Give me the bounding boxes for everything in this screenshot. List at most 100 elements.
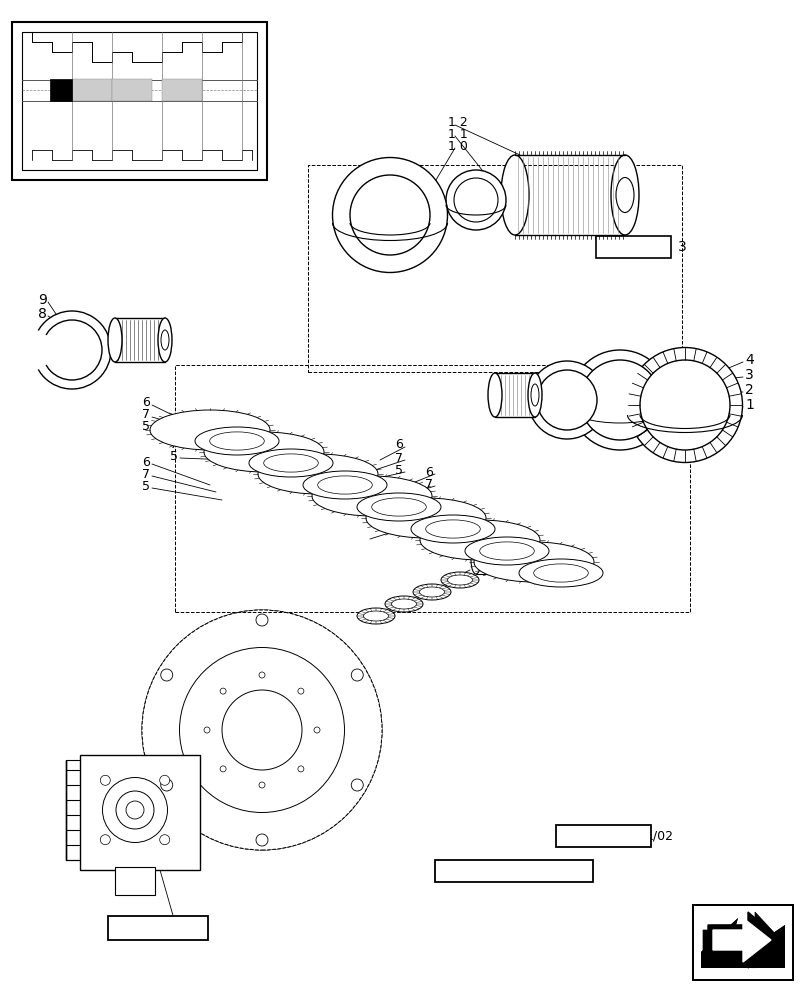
Ellipse shape (471, 546, 481, 574)
Ellipse shape (314, 727, 320, 733)
Text: 5: 5 (142, 420, 150, 434)
Ellipse shape (454, 178, 498, 222)
Text: 5: 5 (142, 480, 150, 492)
Ellipse shape (220, 688, 226, 694)
Text: 5: 5 (425, 489, 433, 502)
Ellipse shape (204, 727, 210, 733)
Text: PAG.: PAG. (620, 240, 649, 253)
Text: 1.21.: 1.21. (494, 864, 530, 878)
Bar (693, 905, 793, 980)
Polygon shape (711, 912, 781, 968)
Text: 6: 6 (425, 466, 433, 479)
Text: 3: 3 (678, 240, 686, 254)
Ellipse shape (222, 690, 302, 770)
Text: 6: 6 (142, 456, 149, 468)
Ellipse shape (426, 520, 480, 538)
Text: 8: 8 (38, 307, 47, 321)
Ellipse shape (480, 542, 534, 560)
Bar (495, 373, 535, 417)
Ellipse shape (385, 596, 423, 612)
Ellipse shape (160, 835, 170, 845)
Bar (435, 860, 593, 882)
Ellipse shape (318, 476, 372, 494)
Text: 6: 6 (395, 495, 403, 508)
Ellipse shape (142, 610, 382, 850)
Text: 6: 6 (395, 438, 403, 452)
Text: 7: 7 (395, 508, 403, 520)
Bar (80, 755, 200, 870)
Text: 1: 1 (745, 398, 754, 412)
Ellipse shape (103, 778, 167, 842)
Bar (476, 546, 504, 574)
Ellipse shape (298, 688, 304, 694)
Ellipse shape (160, 775, 170, 785)
Ellipse shape (220, 766, 226, 772)
Ellipse shape (256, 834, 268, 846)
Ellipse shape (161, 330, 169, 350)
Text: 7: 7 (170, 438, 178, 450)
Ellipse shape (420, 520, 540, 560)
Ellipse shape (501, 155, 529, 235)
Text: 1 0: 1 0 (448, 139, 468, 152)
Ellipse shape (100, 835, 111, 845)
Text: 5: 5 (395, 520, 403, 532)
Ellipse shape (528, 361, 606, 439)
Ellipse shape (580, 360, 660, 440)
Ellipse shape (519, 559, 603, 587)
Ellipse shape (150, 410, 270, 450)
Ellipse shape (116, 791, 154, 829)
Text: 5: 5 (170, 450, 178, 462)
Bar (115, 318, 165, 362)
Ellipse shape (179, 648, 344, 812)
Bar (115, 867, 155, 895)
Bar (72, 79, 112, 101)
Bar (50, 79, 72, 101)
Ellipse shape (210, 432, 264, 450)
Ellipse shape (351, 779, 364, 791)
Ellipse shape (628, 348, 743, 462)
Text: 1.28.: 1.28. (584, 830, 620, 842)
Text: 9: 9 (38, 293, 47, 307)
Bar (162, 79, 202, 101)
Ellipse shape (366, 498, 486, 538)
Text: 2: 2 (745, 383, 754, 397)
Ellipse shape (108, 318, 122, 362)
Text: 1 1: 1 1 (448, 127, 468, 140)
Polygon shape (694, 906, 792, 979)
Text: 7: 7 (425, 478, 433, 490)
Polygon shape (708, 912, 781, 968)
Ellipse shape (312, 476, 432, 516)
Ellipse shape (531, 384, 539, 406)
Ellipse shape (411, 515, 495, 543)
Ellipse shape (534, 564, 588, 582)
Bar (693, 905, 793, 980)
Ellipse shape (474, 542, 594, 582)
Ellipse shape (161, 669, 173, 681)
Ellipse shape (611, 155, 639, 235)
Ellipse shape (195, 427, 279, 455)
Bar (108, 916, 208, 940)
Ellipse shape (364, 611, 389, 621)
Text: 5: 5 (395, 464, 403, 477)
Ellipse shape (258, 454, 378, 494)
Ellipse shape (350, 175, 430, 255)
Text: 7: 7 (142, 408, 150, 422)
Ellipse shape (259, 782, 265, 788)
Ellipse shape (640, 360, 730, 450)
Polygon shape (698, 910, 788, 975)
Ellipse shape (100, 775, 111, 785)
Ellipse shape (303, 471, 387, 499)
Bar (693, 905, 793, 980)
Text: PAG. 1: PAG. 1 (137, 922, 179, 934)
Ellipse shape (570, 350, 670, 450)
Ellipse shape (446, 170, 506, 230)
Ellipse shape (161, 779, 173, 791)
Text: 0/02: 0/02 (553, 864, 581, 878)
Bar (596, 236, 671, 258)
Ellipse shape (441, 572, 479, 588)
Text: 7: 7 (395, 452, 403, 464)
Ellipse shape (249, 449, 333, 477)
Ellipse shape (465, 537, 549, 565)
Ellipse shape (357, 493, 441, 521)
Ellipse shape (419, 587, 444, 597)
